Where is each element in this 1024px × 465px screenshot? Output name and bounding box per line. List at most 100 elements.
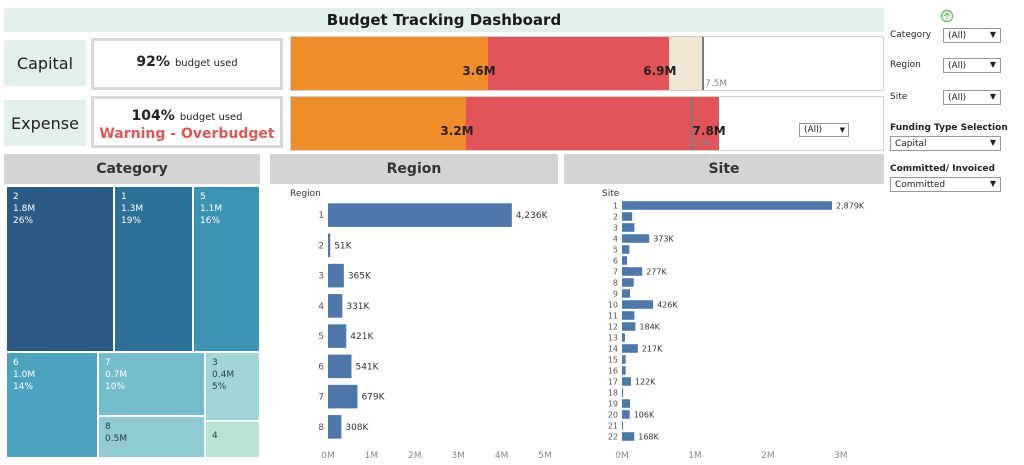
site-tick-label: 18 <box>608 389 618 398</box>
treemap-cell-2[interactable]: 2 1.8M 26% <box>6 186 114 352</box>
site-bar[interactable] <box>622 355 626 364</box>
region-data-label: 541K <box>355 362 379 372</box>
site-bar[interactable] <box>622 234 650 243</box>
expense-pct-suffix: budget used <box>179 112 243 123</box>
region-bar[interactable] <box>328 324 347 348</box>
region-bar[interactable] <box>328 415 342 439</box>
treemap-cell-value: 1.0M <box>13 370 36 380</box>
expense-seg2-label: 7.8M <box>692 124 726 138</box>
region-bar[interactable] <box>328 263 344 288</box>
site-bar[interactable] <box>622 256 628 265</box>
expense-committed-segment <box>291 97 467 150</box>
region-bar-chart: Region 1 4,236K 2 51K 3 365K 4 331K 5 421K 6 541K 7 67… <box>290 189 552 461</box>
site-bar[interactable] <box>622 366 626 375</box>
capital-target-line <box>702 37 705 90</box>
site-data-label: 373K <box>653 235 674 244</box>
treemap-cell-pct: 5% <box>212 382 227 392</box>
region-tick-label: 3 <box>318 272 324 282</box>
site-bar[interactable] <box>622 311 635 320</box>
site-bar[interactable] <box>622 421 623 430</box>
site-bar[interactable] <box>622 201 832 210</box>
site-bar[interactable] <box>622 344 638 353</box>
site-data-label: 106K <box>634 411 655 420</box>
site-bar[interactable] <box>622 289 631 298</box>
site-bar[interactable] <box>622 388 624 397</box>
region-x-tick: 0M <box>321 451 335 461</box>
site-bar[interactable] <box>622 333 625 342</box>
site-bar[interactable] <box>622 399 631 408</box>
capital-pct-suffix: budget used <box>174 58 238 69</box>
region-bar[interactable] <box>328 233 331 258</box>
site-tick-label: 6 <box>613 257 618 266</box>
treemap-cell-6[interactable]: 6 1.0M 14% <box>6 352 98 458</box>
site-axis-title: Site <box>602 189 620 199</box>
expense-target-line <box>691 97 694 150</box>
region-x-tick: 2M <box>408 451 422 461</box>
treemap-cell-8[interactable]: 8 0.5M <box>98 416 205 458</box>
site-bar[interactable] <box>622 212 633 221</box>
site-bar[interactable] <box>622 410 630 419</box>
refresh-icon[interactable] <box>940 8 954 23</box>
site-bar[interactable] <box>622 267 643 276</box>
site-tick-label: 7 <box>613 268 618 277</box>
site-bar[interactable] <box>622 278 634 287</box>
region-tick-label: 2 <box>318 241 324 251</box>
filter-select-region[interactable]: (All) ▼ <box>943 58 1001 73</box>
site-x-tick: 0M <box>615 451 629 461</box>
treemap-cell-id: 2 <box>13 192 19 202</box>
region-data-label: 365K <box>348 272 372 282</box>
treemap-cell-4[interactable]: 4 <box>205 421 260 458</box>
site-bar[interactable] <box>622 245 630 254</box>
treemap-cell-5[interactable]: 5 1.1M 16% <box>193 186 260 352</box>
category-treemap: 2 1.8M 26% 1 1.3M 19% 5 1.1M 16% 6 1.0M … <box>6 186 260 458</box>
filter-select-funding[interactable]: Capital ▼ <box>890 136 1001 151</box>
dashboard-title: Budget Tracking Dashboard <box>4 8 884 32</box>
region-data-label: 51K <box>334 241 352 251</box>
filter-label-site: Site <box>890 92 908 102</box>
filter-select-committed[interactable]: Committed ▼ <box>890 177 1001 192</box>
region-bar[interactable] <box>328 354 352 379</box>
site-tick-label: 21 <box>608 422 618 431</box>
site-bar[interactable] <box>622 377 631 386</box>
region-bar[interactable] <box>328 384 358 409</box>
region-tick-label: 7 <box>318 393 324 403</box>
site-tick-label: 13 <box>608 334 618 343</box>
region-x-tick: 4M <box>495 451 509 461</box>
region-axis-title: Region <box>290 189 321 199</box>
site-tick-label: 1 <box>613 202 618 211</box>
site-data-label: 217K <box>642 345 663 354</box>
treemap-cell-1[interactable]: 1 1.3M 19% <box>114 186 193 352</box>
region-data-label: 4,236K <box>516 211 549 221</box>
site-tick-label: 16 <box>608 367 618 376</box>
treemap-cell-7[interactable]: 7 0.7M 10% <box>98 352 205 416</box>
site-tick-label: 3 <box>613 224 618 233</box>
site-data-label: 277K <box>646 268 667 277</box>
site-tick-label: 19 <box>608 400 618 409</box>
site-tick-label: 11 <box>608 312 618 321</box>
treemap-cell-pct: 19% <box>121 216 142 226</box>
capital-pct-box: 92% budget used <box>91 38 283 90</box>
site-bar[interactable] <box>622 300 654 309</box>
region-tick-label: 6 <box>318 362 324 372</box>
site-bar[interactable] <box>622 322 636 331</box>
treemap-cell-pct: 10% <box>105 382 126 392</box>
region-data-label: 308K <box>345 423 369 433</box>
filter-select-category[interactable]: (All) ▼ <box>943 28 1001 43</box>
treemap-cell-id: 8 <box>105 422 111 432</box>
site-bar[interactable] <box>622 432 635 441</box>
treemap-cell-3[interactable]: 3 0.4M 5% <box>205 352 260 421</box>
region-bar[interactable] <box>328 294 343 318</box>
filter-select-site[interactable]: (All) ▼ <box>943 90 1001 105</box>
site-tick-label: 14 <box>608 345 618 354</box>
category-header: Category <box>4 154 260 184</box>
treemap-cell-value: 1.3M <box>121 204 144 214</box>
site-data-label: 2,879K <box>836 202 865 211</box>
region-data-label: 331K <box>346 302 370 312</box>
region-bar[interactable] <box>328 203 512 227</box>
site-bar[interactable] <box>622 223 635 232</box>
region-tick-label: 8 <box>318 423 324 433</box>
expense-tooltip-select[interactable]: (All) ▼ <box>799 123 849 137</box>
region-header: Region <box>270 154 558 184</box>
site-tick-label: 9 <box>613 290 618 299</box>
site-tick-label: 12 <box>608 323 618 332</box>
